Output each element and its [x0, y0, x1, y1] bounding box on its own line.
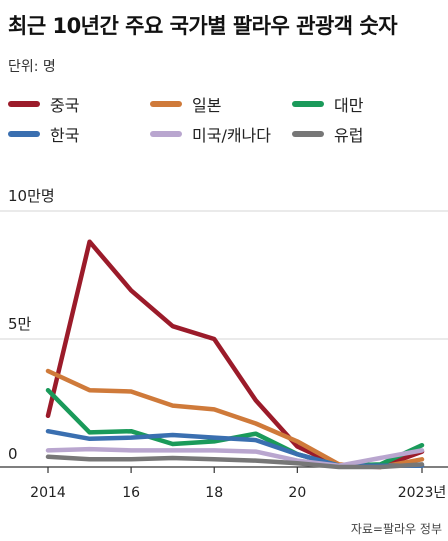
legend: 중국 일본 대만 한국 미국/캐나다 유럽	[8, 92, 448, 152]
legend-item-japan: 일본	[150, 92, 221, 116]
legend-swatch-china	[8, 101, 40, 107]
legend-label-china: 중국	[50, 96, 80, 115]
series-line-2	[45, 387, 425, 468]
y-tick-label-1: 5만	[8, 315, 32, 333]
legend-swatch-europe	[292, 131, 324, 137]
y-tick-label-0: 0	[8, 445, 18, 463]
legend-item-china: 중국	[8, 92, 79, 116]
x-tick-label-1: 16	[122, 485, 140, 501]
legend-swatch-korea	[8, 131, 40, 137]
legend-label-korea: 한국	[50, 126, 80, 145]
unit-label: 단위: 명	[8, 59, 56, 75]
legend-item-korea: 한국	[8, 122, 79, 146]
x-tick-label-0: 2014	[30, 485, 66, 501]
x-tick-label-4: 2023년	[398, 485, 447, 501]
x-tick-label-3: 20	[288, 485, 306, 501]
chart-title: 최근 10년간 주요 국가별 팔라우 관광객 숫자	[8, 14, 398, 38]
legend-item-europe: 유럽	[292, 122, 363, 146]
legend-item-us-canada: 미국/캐나다	[150, 122, 271, 146]
source-note: 자료=팔라우 정부	[350, 522, 442, 536]
legend-label-us-canada: 미국/캐나다	[192, 126, 271, 145]
legend-swatch-japan	[150, 101, 182, 107]
legend-label-taiwan: 대만	[334, 96, 364, 115]
legend-label-europe: 유럽	[334, 126, 364, 145]
series-line-5	[45, 454, 425, 470]
x-tick-label-2: 18	[205, 485, 223, 501]
series-line-4	[45, 446, 425, 468]
legend-swatch-taiwan	[292, 101, 324, 107]
legend-swatch-us-canada	[150, 131, 182, 137]
legend-item-taiwan: 대만	[292, 92, 363, 116]
legend-label-japan: 일본	[192, 96, 222, 115]
y-tick-label-2: 10만명	[8, 187, 55, 205]
